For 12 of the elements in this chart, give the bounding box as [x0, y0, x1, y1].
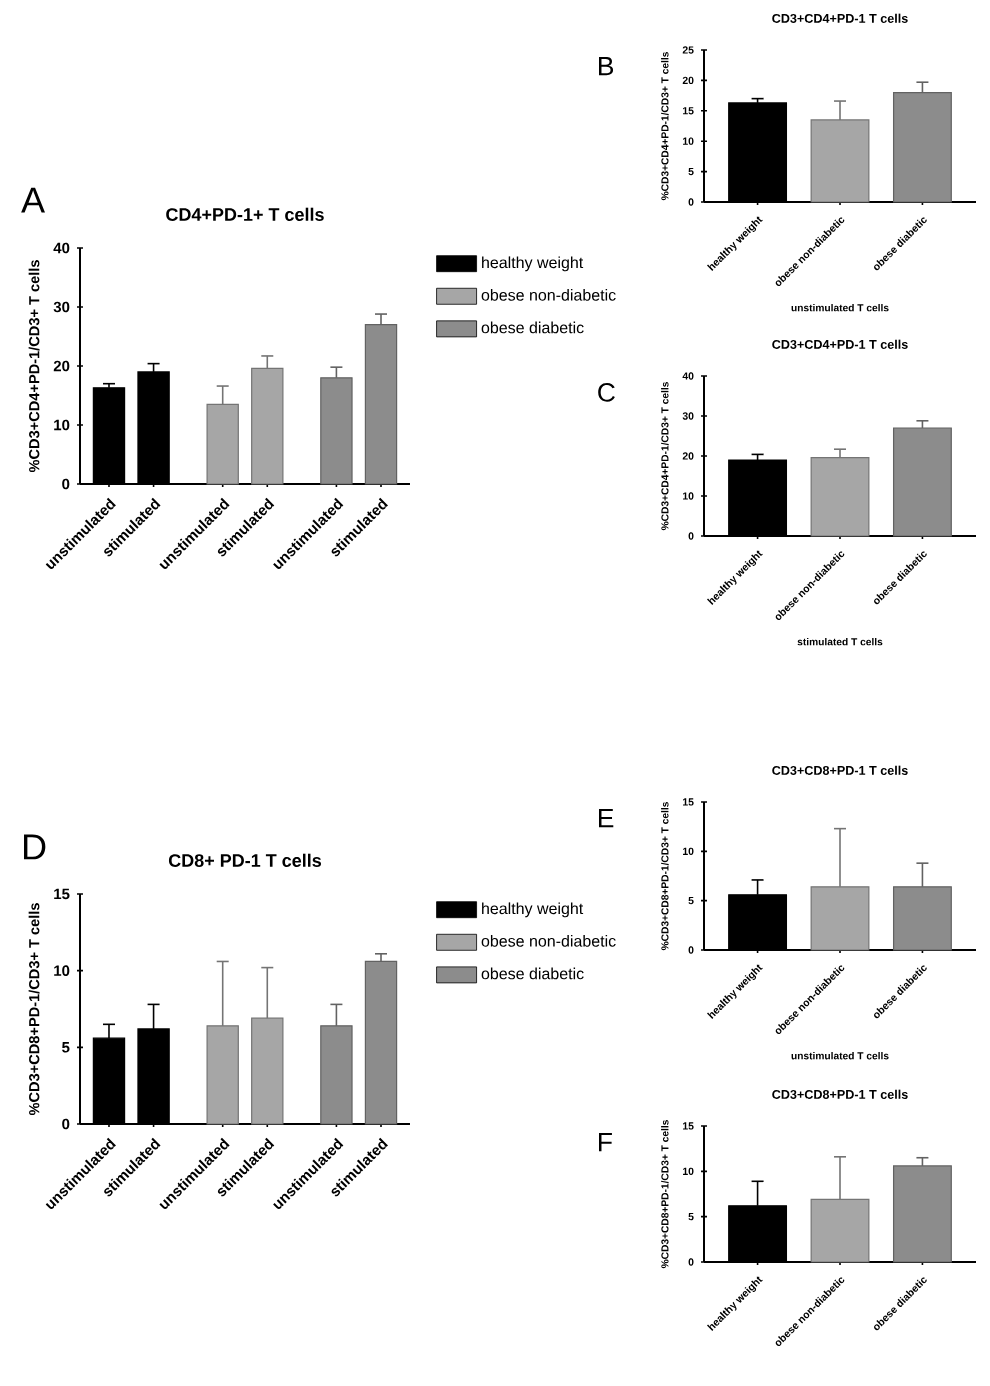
legend-label: obese non-diabetic [481, 934, 616, 947]
text: E [599, 809, 614, 828]
legend-label: obese diabetic [481, 321, 584, 334]
text: C [598, 383, 615, 402]
legend-label: obese non-diabetic [481, 288, 616, 301]
text: B [599, 57, 614, 76]
chart-title: CD4+PD-1+ T cells [166, 207, 324, 221]
legend-label: healthy weight [482, 902, 584, 918]
text: A [21, 187, 45, 213]
chart-title: CD8+ PD-1 T cells [168, 853, 322, 867]
text: D [24, 834, 46, 860]
text: F [599, 1133, 612, 1152]
